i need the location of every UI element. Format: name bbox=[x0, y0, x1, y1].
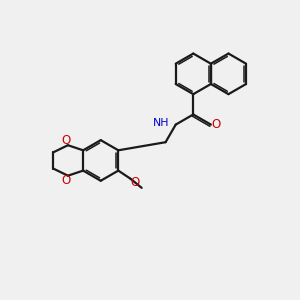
Text: O: O bbox=[130, 176, 139, 189]
Text: O: O bbox=[61, 134, 71, 147]
Text: O: O bbox=[61, 174, 71, 187]
Text: O: O bbox=[211, 118, 220, 131]
Text: NH: NH bbox=[153, 118, 169, 128]
